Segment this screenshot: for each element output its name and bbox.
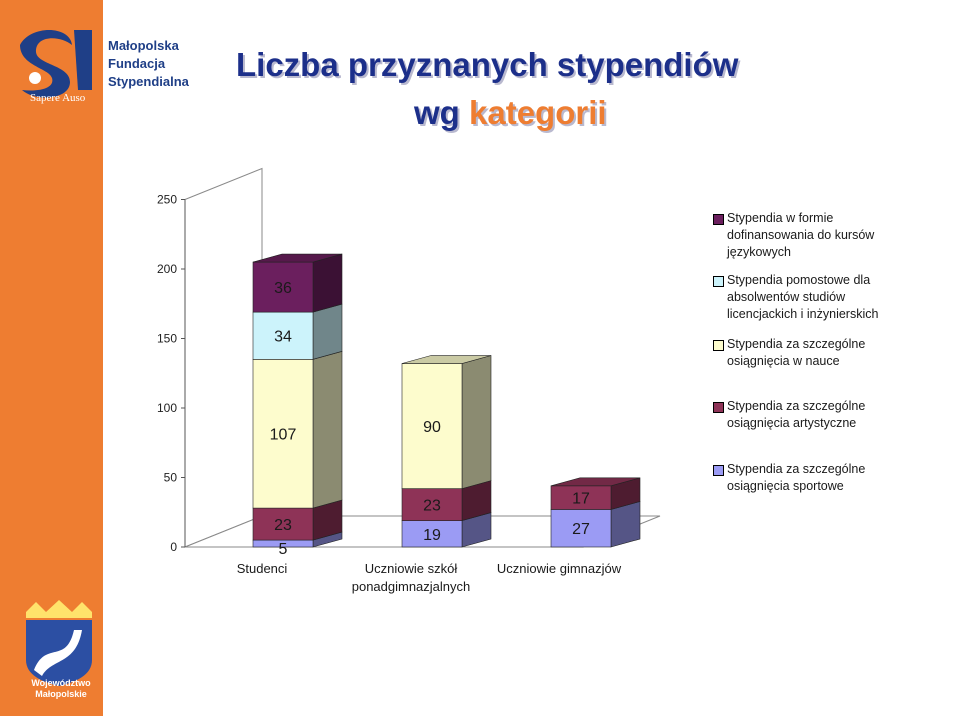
bar-segment-top bbox=[252, 253, 343, 263]
y-tick-label: 200 bbox=[157, 262, 177, 276]
data-label: 27 bbox=[572, 521, 590, 538]
legend-swatch bbox=[713, 340, 724, 351]
x-tick-label: Studenci bbox=[237, 561, 288, 576]
y-tick-label: 0 bbox=[170, 540, 177, 554]
legend-label: językowych bbox=[727, 245, 791, 259]
data-label: 90 bbox=[423, 419, 441, 436]
bar-segment-side bbox=[312, 350, 343, 509]
logo-text-line-2: Fundacja bbox=[108, 56, 166, 71]
legend-item: Stypendia za szczególne osiągnięcia artys… bbox=[713, 398, 944, 432]
bar-segment bbox=[401, 363, 463, 489]
data-label: 23 bbox=[423, 498, 441, 515]
chart-side-wall bbox=[184, 167, 263, 548]
legend-item: Stypendia za szczególne osiągnięcia w nau… bbox=[713, 336, 944, 370]
legend-item: Stypendia za szczególne osiągnięcia sport… bbox=[713, 461, 944, 495]
x-tick-label: Uczniowie gimnazjów bbox=[497, 561, 622, 576]
bar-segment-top bbox=[550, 477, 641, 487]
legend-label: Stypendia w formie bbox=[727, 211, 834, 225]
legend-swatch bbox=[713, 214, 724, 225]
bar-segment bbox=[252, 359, 314, 509]
region-crest-logo bbox=[26, 600, 92, 686]
legend-swatch bbox=[713, 276, 724, 287]
legend-item: Stypendia pomostowe dla absolwentów studi… bbox=[713, 272, 944, 323]
legend-label: Stypendia za szczególne bbox=[727, 462, 866, 476]
legend-swatch bbox=[713, 465, 724, 476]
legend-label: Stypendia za szczególne bbox=[727, 337, 866, 351]
bar-segment-top bbox=[401, 355, 492, 364]
legend-swatch bbox=[713, 402, 724, 413]
bar-segment-side bbox=[312, 253, 343, 313]
bar-segment bbox=[252, 507, 314, 541]
y-tick-label: 250 bbox=[157, 193, 177, 207]
legend-label: licencjackich i inżynierskich bbox=[727, 307, 879, 321]
page-title: Liczba przyznanych stypendiów bbox=[236, 46, 739, 83]
legend-label: Stypendia pomostowe dla bbox=[727, 273, 871, 287]
data-label: 23 bbox=[274, 517, 292, 534]
legend-label: Stypendia za szczególne bbox=[727, 399, 866, 413]
bar-segment bbox=[252, 311, 314, 360]
legend-label: osiągnięcia w nauce bbox=[727, 354, 840, 368]
legend-item: Stypendia w formie dofinansowania do kurs… bbox=[713, 210, 944, 261]
subtitle-accent: kategorii bbox=[469, 94, 607, 131]
data-label: 34 bbox=[274, 329, 292, 346]
bar-segment bbox=[550, 509, 612, 548]
y-tick-label: 100 bbox=[157, 401, 177, 415]
legend-label: osiągnięcia artystyczne bbox=[727, 416, 857, 430]
y-tick-label: 50 bbox=[164, 471, 178, 485]
foundation-logo bbox=[20, 30, 92, 98]
page-subtitle: wg kategorii bbox=[414, 94, 607, 132]
logo-text-line-1: Małopolska bbox=[108, 38, 179, 53]
legend-label: dofinansowania do kursów bbox=[727, 228, 875, 242]
bar-segment bbox=[401, 520, 463, 548]
legend-label: osiągnięcia sportowe bbox=[727, 479, 844, 493]
bar-segment bbox=[252, 261, 314, 313]
brand-sidebar bbox=[0, 0, 103, 716]
legend-label: absolwentów studiów bbox=[727, 290, 846, 304]
data-label: 19 bbox=[423, 527, 441, 544]
x-tick-label: ponadgimnazjalnych bbox=[352, 579, 471, 594]
bar-segment-side bbox=[312, 303, 343, 360]
subtitle-prefix: wg bbox=[414, 94, 469, 131]
y-tick-label: 150 bbox=[157, 332, 177, 346]
logo-text-line-3: Stypendialna bbox=[108, 74, 189, 89]
data-label: 107 bbox=[270, 427, 297, 444]
x-tick-label: Uczniowie szkół bbox=[365, 561, 458, 576]
data-label: 17 bbox=[572, 491, 590, 508]
data-label: 5 bbox=[279, 541, 288, 558]
bar-segment bbox=[401, 488, 463, 521]
logo-caption: Sapere Auso bbox=[30, 92, 86, 104]
region-name-line-2: Małopolskie bbox=[35, 689, 87, 699]
data-label: 36 bbox=[274, 280, 292, 297]
region-name-line-1: Województwo bbox=[31, 678, 91, 688]
bar-segment-side bbox=[461, 355, 492, 490]
